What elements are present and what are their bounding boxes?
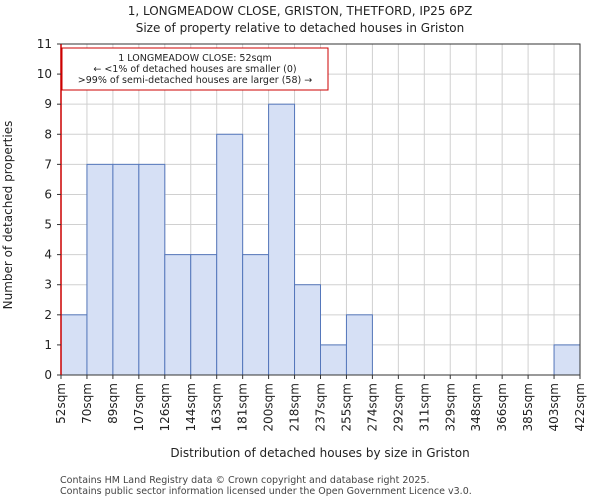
y-axis-ticks: 0 1 2 3 4 5 6 7 8 9 10 11 <box>37 37 61 382</box>
y-tick-label: 4 <box>44 248 52 262</box>
chart-subtitle: Size of property relative to detached ho… <box>136 21 465 35</box>
bar <box>60 314 88 376</box>
bar <box>242 254 270 376</box>
annotation-line-3: >99% of semi-detached houses are larger … <box>78 75 312 86</box>
y-tick-label: 3 <box>44 278 52 292</box>
x-tick-label: 403sqm <box>547 383 561 431</box>
y-tick-label: 7 <box>44 157 52 171</box>
annotation-line-1: 1 LONGMEADOW CLOSE: 52sqm <box>118 53 272 64</box>
bar <box>320 344 347 376</box>
x-tick-label: 329sqm <box>443 383 457 431</box>
footer-line-1: Contains HM Land Registry data © Crown c… <box>60 475 430 486</box>
y-tick-label: 10 <box>37 67 52 81</box>
x-tick-label: 200sqm <box>262 383 276 431</box>
y-tick-label: 2 <box>44 308 52 322</box>
bar <box>553 344 581 376</box>
x-tick-label: 107sqm <box>132 383 146 431</box>
x-tick-label: 126sqm <box>158 383 172 431</box>
y-tick-label: 5 <box>44 218 52 232</box>
bar <box>112 163 140 376</box>
x-tick-label: 52sqm <box>54 383 68 424</box>
bar <box>138 163 166 376</box>
x-tick-label: 237sqm <box>314 383 328 431</box>
x-tick-label: 348sqm <box>469 383 483 431</box>
y-tick-label: 0 <box>44 368 52 382</box>
y-tick-label: 8 <box>44 127 52 141</box>
x-tick-label: 366sqm <box>495 383 509 431</box>
y-tick-label: 9 <box>44 97 52 111</box>
y-tick-label: 6 <box>44 187 52 201</box>
x-tick-label: 163sqm <box>210 383 224 431</box>
bar <box>216 133 244 376</box>
chart-title: 1, LONGMEADOW CLOSE, GRISTON, THETFORD, … <box>128 4 473 18</box>
y-tick-label: 11 <box>37 37 52 51</box>
y-tick-label: 1 <box>44 338 52 352</box>
x-tick-label: 274sqm <box>365 383 379 431</box>
x-tick-label: 255sqm <box>339 383 353 431</box>
x-tick-label: 144sqm <box>184 383 198 431</box>
bar <box>345 314 373 376</box>
bar <box>190 254 218 376</box>
y-axis-label: Number of detached properties <box>1 121 15 310</box>
bar <box>294 284 321 376</box>
x-tick-label: 311sqm <box>417 383 431 431</box>
x-tick-label: 181sqm <box>236 383 250 431</box>
x-tick-label: 292sqm <box>391 383 405 431</box>
annotation-line-2: ← <1% of detached houses are smaller (0) <box>93 64 296 75</box>
x-tick-label: 218sqm <box>288 383 302 431</box>
bar <box>86 163 114 376</box>
x-axis-ticks: 52sqm 70sqm 89sqm 107sqm 126sqm 144sqm 163sqm 1… <box>54 375 587 431</box>
x-tick-label: 385sqm <box>521 383 535 431</box>
x-tick-label: 422sqm <box>573 383 587 431</box>
annotation-box: 1 LONGMEADOW CLOSE: 52sqm ← <1% of detac… <box>61 47 329 91</box>
bar <box>268 103 296 376</box>
footer-line-2: Contains public sector information licen… <box>60 486 472 497</box>
annotation-frame <box>61 47 329 91</box>
bar <box>164 254 192 376</box>
x-axis-label: Distribution of detached houses by size … <box>170 446 469 460</box>
x-tick-label: 70sqm <box>80 383 94 424</box>
x-tick-label: 89sqm <box>106 383 120 424</box>
bars <box>60 103 581 376</box>
